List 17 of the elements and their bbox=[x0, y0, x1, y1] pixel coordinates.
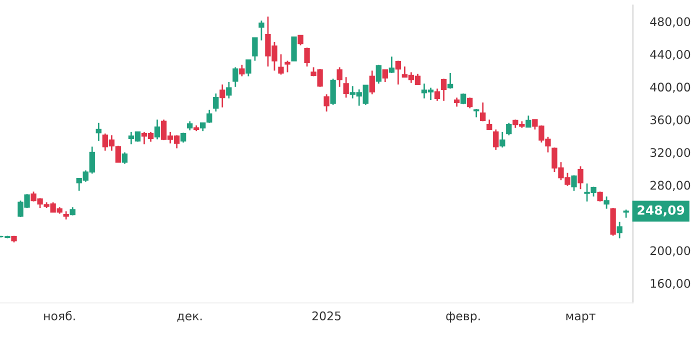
x-tick-label: нояб. bbox=[44, 311, 75, 320]
y-tick-label: 320,00 bbox=[650, 148, 690, 158]
y-tick-label: 280,00 bbox=[650, 180, 690, 191]
candlestick bbox=[571, 174, 577, 192]
x-tick-label: март bbox=[566, 314, 596, 323]
text: 248,09 bbox=[638, 205, 684, 216]
x-tick-label: 2025 bbox=[312, 311, 341, 320]
y-tick-label: 440,00 bbox=[650, 50, 690, 60]
x-tick-label: февр. bbox=[446, 312, 480, 323]
y-tick-label: 360,00 bbox=[650, 115, 690, 126]
y-tick-label: 160,00 bbox=[650, 278, 690, 290]
candlestick bbox=[597, 190, 603, 202]
y-tick-label: 400,00 bbox=[650, 82, 690, 93]
x-tick-label: дек. bbox=[177, 314, 202, 322]
y-tick-label: 480,00 bbox=[650, 17, 690, 28]
y-tick-label: 200,00 bbox=[650, 246, 690, 256]
candlestick bbox=[291, 36, 297, 62]
